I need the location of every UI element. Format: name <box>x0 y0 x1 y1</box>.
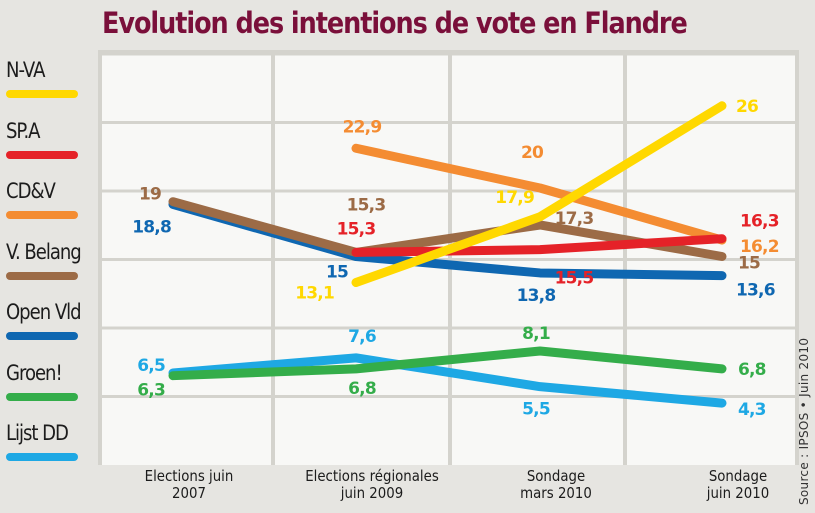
legend-label: N-VA <box>6 58 45 82</box>
data-label-v-belang: 17,3 <box>555 209 594 229</box>
legend-label: CD&V <box>6 179 56 203</box>
legend-item-open-vld: Open Vld <box>6 300 93 340</box>
data-label-n-va: 26 <box>736 97 758 117</box>
data-label-n-va: 17,9 <box>495 188 534 208</box>
legend-item-groen: Groen! <box>6 361 78 401</box>
legend-swatch <box>6 392 78 401</box>
data-label-open-vld: 13,8 <box>517 286 556 306</box>
data-label-v-belang: 19 <box>139 185 161 205</box>
data-label-groen: 6,3 <box>137 381 165 401</box>
x-tick-label: Elections juin 2007 <box>144 467 234 502</box>
data-label-open-vld: 18,8 <box>132 217 171 237</box>
source-note: Source : IPSOS • Juin 2010 <box>797 337 811 505</box>
data-label-groen: 6,8 <box>738 360 766 380</box>
x-tick-label: Elections régionales juin 2009 <box>305 467 439 502</box>
legend-swatch <box>6 271 78 280</box>
series-line-lijst-dd <box>168 353 727 408</box>
legend-item-n-va: N-VA <box>6 58 78 98</box>
legend-swatch <box>6 211 78 219</box>
data-label-groen: 8,1 <box>522 324 550 344</box>
legend-swatch <box>6 90 78 98</box>
data-label-cd-v: 16,2 <box>740 237 779 257</box>
data-label-lijst-dd: 7,6 <box>348 327 376 347</box>
data-label-open-vld: 15 <box>326 263 348 283</box>
data-label-n-va: 13,1 <box>295 284 334 304</box>
legend-item-lijst-dd: Lijst DD <box>6 421 78 461</box>
data-label-groen: 6,8 <box>348 379 376 399</box>
data-label-cd-v: 20 <box>521 143 544 163</box>
legend-swatch <box>6 332 78 340</box>
legend-item-cd-v: CD&V <box>6 179 78 219</box>
legend-label: SP.A <box>6 118 41 143</box>
data-label-cd-v: 22,9 <box>343 117 382 137</box>
legend-label: Open Vld <box>6 300 82 324</box>
legend-swatch <box>6 150 78 159</box>
series-line-groen <box>168 346 727 381</box>
x-tick-label: Sondage mars 2010 <box>520 467 592 502</box>
data-label-sp-a: 15,5 <box>555 269 594 289</box>
data-label-lijst-dd: 6,5 <box>137 356 165 376</box>
legend-item-sp-a: SP.A <box>6 119 78 159</box>
data-label-sp-a: 16,3 <box>740 212 779 232</box>
legend-label: V. Belang <box>6 239 82 264</box>
legend-item-v-belang: V. Belang <box>6 240 93 280</box>
chart-title: Evolution des intentions de vote en Flan… <box>102 6 688 40</box>
legend-swatch <box>6 453 78 461</box>
data-label-v-belang: 15,3 <box>347 195 386 215</box>
data-label-v-belang: 15 <box>738 254 760 274</box>
data-label-sp-a: 15,3 <box>337 219 376 239</box>
data-label-lijst-dd: 5,5 <box>522 400 550 420</box>
data-label-lijst-dd: 4,3 <box>738 400 766 420</box>
legend-label: Lijst DD <box>6 421 69 445</box>
data-label-open-vld: 13,6 <box>736 281 775 301</box>
legend-label: Groen! <box>6 360 63 385</box>
x-tick-label: Sondage juin 2010 <box>706 467 770 502</box>
